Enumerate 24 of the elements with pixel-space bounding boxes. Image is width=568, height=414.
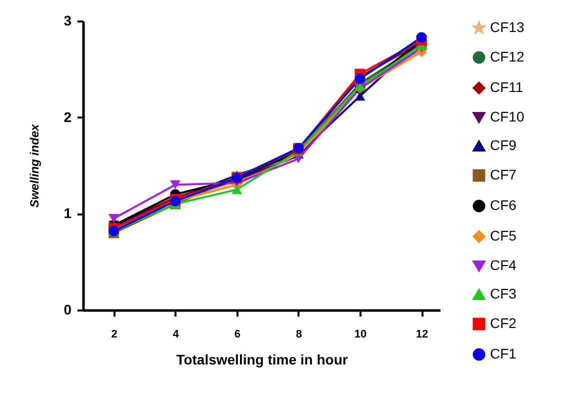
y-tick-label: 2	[64, 108, 72, 125]
legend-label: CF2	[490, 315, 517, 331]
x-tick-label: 12	[416, 328, 428, 340]
y-axis-title: Swelling index	[28, 123, 42, 208]
y-tick-label: 3	[64, 12, 72, 28]
legend-label: CF12	[490, 48, 524, 64]
x-tick-label: 8	[296, 328, 302, 340]
legend-label: CF5	[490, 228, 517, 244]
legend-label: CF3	[490, 286, 517, 302]
x-axis-title: Totalswelling time in hour	[176, 352, 348, 368]
x-tick-label: 4	[172, 328, 180, 340]
x-tick-label: 6	[234, 328, 240, 340]
legend-label: CF4	[490, 257, 517, 273]
legend-label: CF10	[490, 108, 524, 124]
x-tick-label: 2	[111, 328, 118, 340]
legend-label: CF13	[490, 19, 524, 35]
x-tick-label: 10	[354, 328, 367, 340]
legend-label: CF11	[490, 79, 524, 95]
y-tick-label: 1	[64, 205, 72, 222]
legend-label: CF9	[490, 137, 517, 153]
legend-label: CF6	[490, 197, 517, 213]
legend-label: CF1	[490, 346, 517, 362]
legend-label: CF7	[490, 166, 517, 182]
y-tick-label: 0	[64, 302, 72, 318]
